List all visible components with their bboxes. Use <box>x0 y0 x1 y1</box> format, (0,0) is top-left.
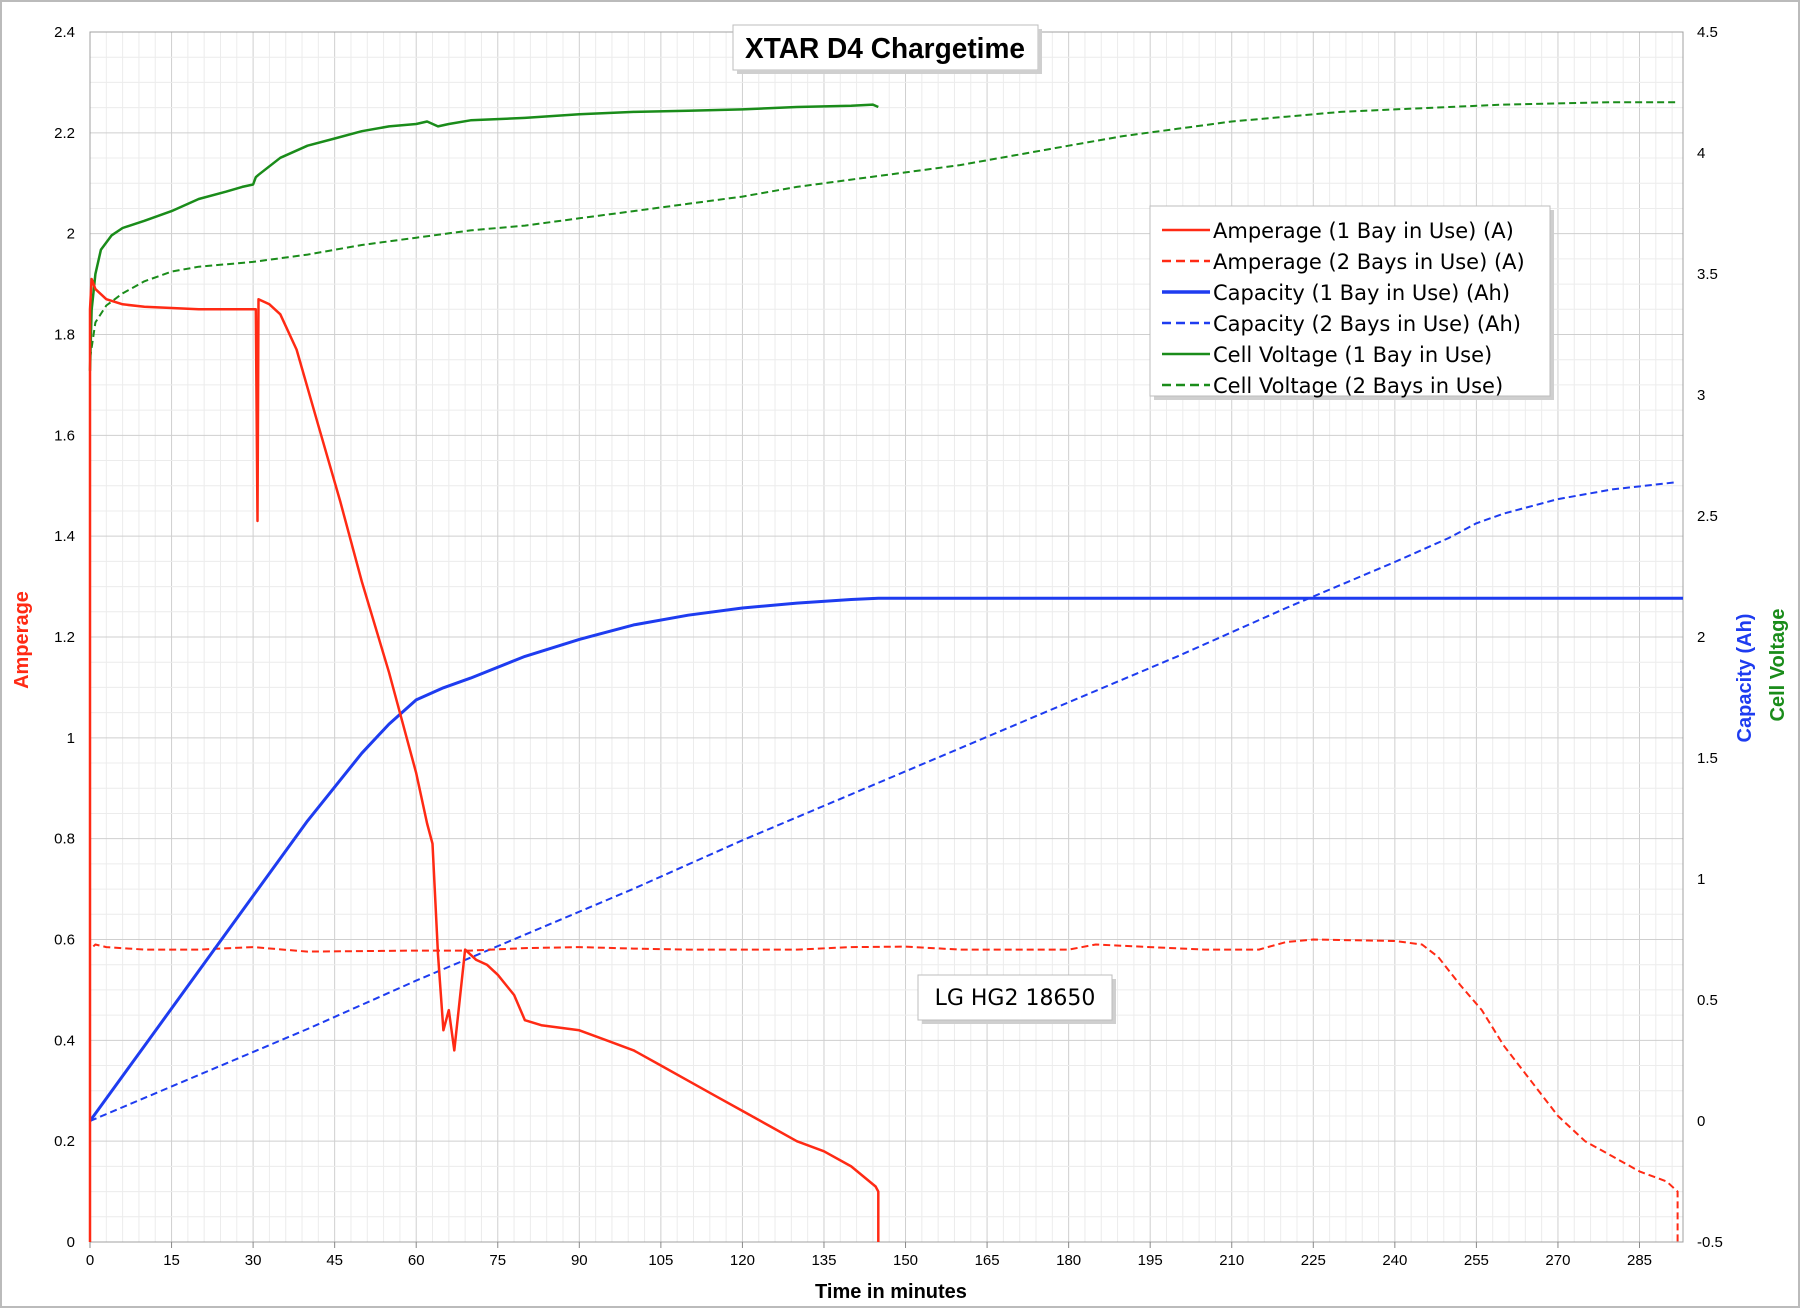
y-left-tick-label: 1.6 <box>54 427 75 444</box>
y-axis-right-title-voltage: Cell Voltage <box>1767 609 1789 722</box>
y-right-tick-label: 2 <box>1697 629 1705 646</box>
legend-label: Amperage (2 Bays in Use) (A) <box>1213 250 1525 274</box>
y-left-tick-label: 0.2 <box>54 1133 75 1150</box>
series-cell-voltage-1-bay-in-use <box>88 103 879 371</box>
x-tick-label: 210 <box>1219 1252 1244 1269</box>
y-left-tick-label: 2 <box>67 226 75 243</box>
legend-label: Capacity (2 Bays in Use) (Ah) <box>1213 312 1521 336</box>
x-tick-label: 180 <box>1056 1252 1081 1269</box>
y-right-tick-label: 3.5 <box>1697 266 1718 283</box>
y-left-tick-label: 0 <box>67 1234 75 1251</box>
y-left-tick-label: 0.6 <box>54 932 75 949</box>
x-tick-label: 90 <box>571 1252 588 1269</box>
x-tick-label: 225 <box>1301 1252 1326 1269</box>
legend-label: Cell Voltage (1 Bay in Use) <box>1213 343 1492 367</box>
y-axis-left-ticks: 0 0.2 0.4 0.6 0.8 1 1.2 1.4 1.6 1.8 2 2.2 2.4 <box>54 24 75 1251</box>
y-right-tick-label: 2.5 <box>1697 508 1718 525</box>
y-left-tick-label: 1 <box>67 730 75 747</box>
y-axis-right-title-capacity: Capacity (Ah) <box>1734 614 1756 743</box>
y-right-tick-label: -0.5 <box>1697 1234 1723 1251</box>
x-tick-label: 285 <box>1627 1252 1652 1269</box>
y-left-tick-label: 2.4 <box>54 24 75 41</box>
x-tick-label: 270 <box>1545 1252 1570 1269</box>
y-axis-left-title: Amperage <box>11 591 33 689</box>
x-tick-label: 150 <box>893 1252 918 1269</box>
x-tick-label: 45 <box>326 1252 343 1269</box>
y-left-tick-label: 2.2 <box>54 125 75 142</box>
y-left-tick-label: 1.2 <box>54 629 75 646</box>
y-left-tick-label: 0.4 <box>54 1032 75 1049</box>
y-right-tick-label: 1 <box>1697 871 1705 888</box>
y-right-tick-label: 0 <box>1697 1113 1705 1130</box>
legend-label: Cell Voltage (2 Bays in Use) <box>1213 374 1503 398</box>
series-amperage-1-bay-in-use-a <box>88 277 880 1242</box>
chart-title-box: XTAR D4 Chargetime <box>732 24 1042 74</box>
y-right-tick-label: 0.5 <box>1697 992 1718 1009</box>
series-amperage-2-bays-in-use-a <box>89 938 1679 1242</box>
x-tick-label: 165 <box>975 1252 1000 1269</box>
x-tick-label: 195 <box>1138 1252 1163 1269</box>
x-axis-title: Time in minutes <box>815 1281 967 1303</box>
y-right-tick-label: 3 <box>1697 387 1705 404</box>
x-tick-label: 135 <box>811 1252 836 1269</box>
y-right-tick-label: 1.5 <box>1697 750 1718 767</box>
y-axis-right-ticks: -0.5 0 0.5 1 1.5 2 2.5 3 3.5 4 4.5 <box>1697 24 1723 1251</box>
y-left-tick-label: 0.8 <box>54 831 75 848</box>
y-right-tick-label: 4.5 <box>1697 24 1718 41</box>
x-axis-ticks: 0 15 30 45 60 75 90 105 120 135 150 165 180 195 210 225… <box>86 1242 1652 1269</box>
x-tick-label: 30 <box>245 1252 262 1269</box>
y-left-tick-label: 1.8 <box>54 327 75 344</box>
x-tick-label: 0 <box>86 1252 94 1269</box>
series-capacity-1-bay-in-use-ah <box>88 596 1683 1122</box>
legend: Amperage (1 Bay in Use) (A) Amperage (2 B… <box>1149 205 1554 400</box>
y-left-tick-label: 1.4 <box>54 528 75 545</box>
annotation-label: LG HG2 18650 <box>935 986 1096 1011</box>
x-tick-label: 240 <box>1382 1252 1407 1269</box>
x-tick-label: 15 <box>163 1252 180 1269</box>
y-right-tick-label: 4 <box>1697 145 1705 162</box>
x-tick-label: 75 <box>489 1252 506 1269</box>
series-layer <box>88 101 1683 1242</box>
x-tick-label: 60 <box>408 1252 425 1269</box>
annotation-box: LG HG2 18650 <box>917 974 1116 1024</box>
legend-label: Amperage (1 Bay in Use) (A) <box>1213 219 1514 243</box>
chart-title: XTAR D4 Chargetime <box>745 33 1025 65</box>
legend-label: Capacity (1 Bay in Use) (Ah) <box>1213 281 1510 305</box>
x-tick-label: 120 <box>730 1252 755 1269</box>
series-cell-voltage-2-bays-in-use <box>89 101 1678 359</box>
x-tick-label: 255 <box>1464 1252 1489 1269</box>
x-tick-label: 105 <box>648 1252 673 1269</box>
series-capacity-2-bays-in-use-ah <box>89 481 1678 1122</box>
